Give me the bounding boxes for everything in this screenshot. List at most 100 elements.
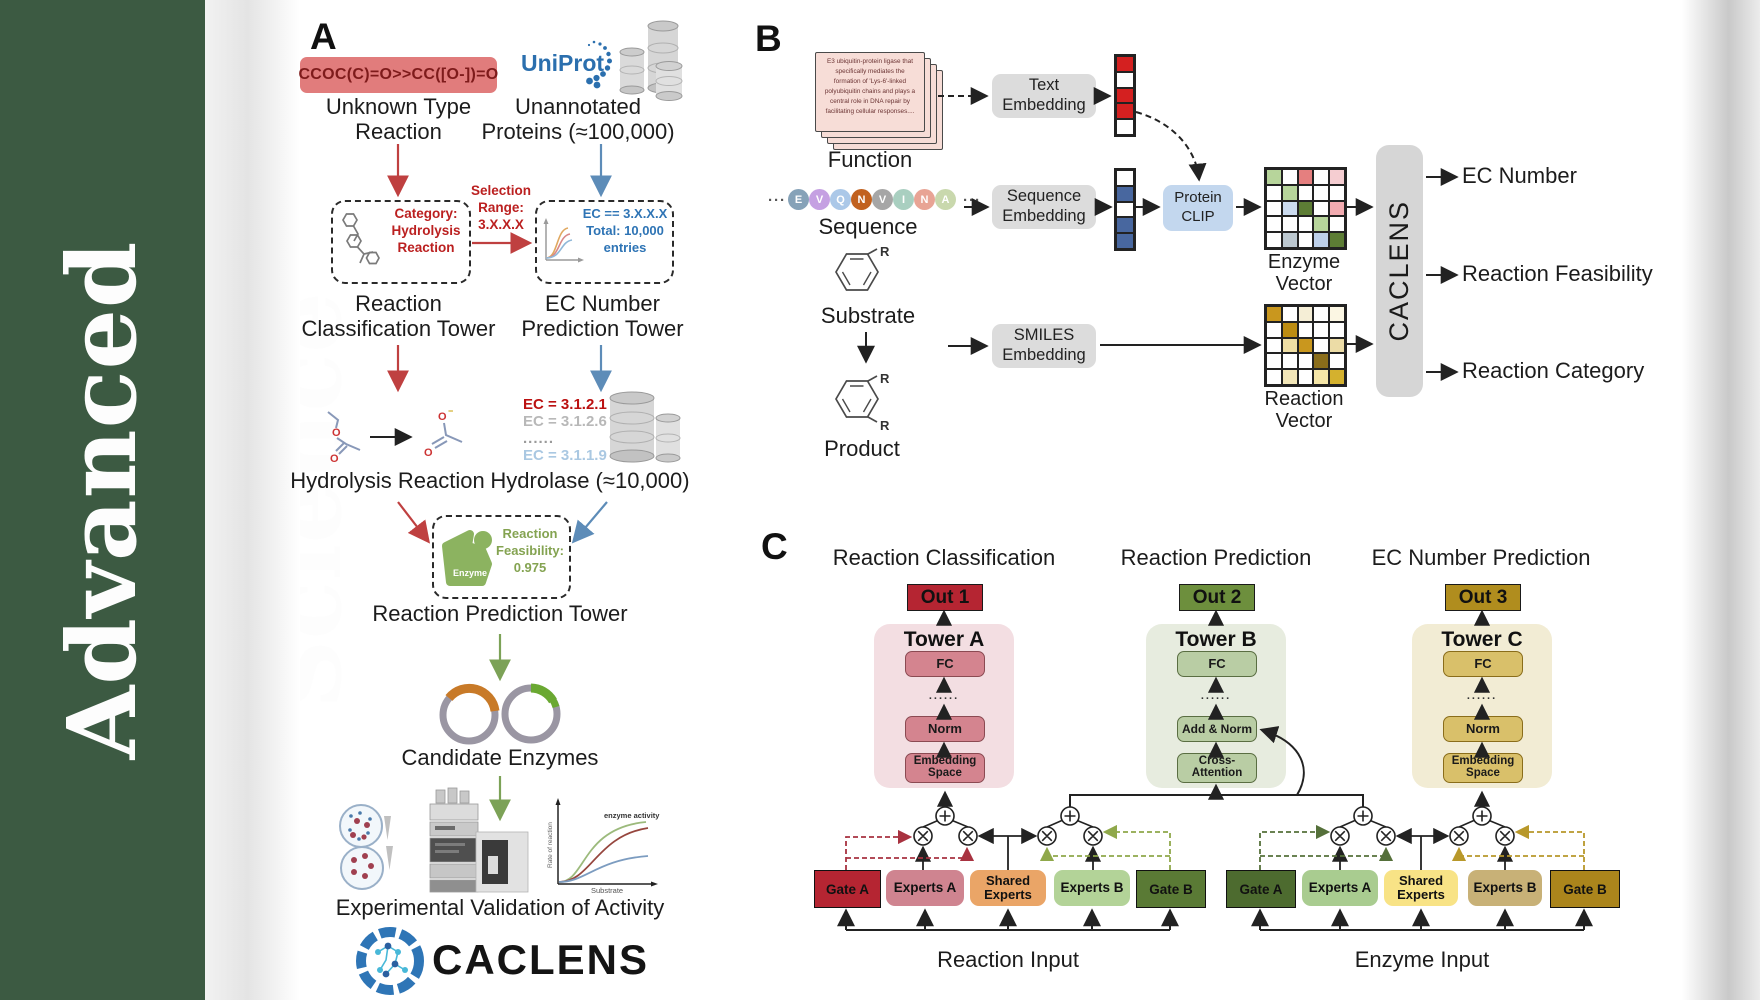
- caclens-logo-icon: [356, 927, 424, 995]
- function-card-text: E3 ubiquitin-protein ligase that specifi…: [824, 58, 916, 115]
- out1-box: Out 1: [907, 584, 983, 611]
- caclens-model-bar: CACLENS: [1376, 145, 1423, 397]
- output-reaction-feasibility: Reaction Feasibility: [1462, 261, 1653, 286]
- sequence-ellipsis-right: ···: [963, 192, 981, 209]
- enzyme-input-label: Enzyme Input: [1354, 947, 1490, 972]
- tower-c-embedding: Embedding Space: [1443, 753, 1523, 783]
- feasibility-dashed-box: [432, 515, 571, 599]
- plot-annotation: enzyme activity: [604, 811, 660, 820]
- page-left-shadow: [205, 0, 300, 1000]
- experiment-icons: enzyme activity Rate of reaction Substra…: [339, 787, 660, 895]
- tower-b-fc: FC: [1177, 651, 1257, 677]
- col-c-title: EC Number Prediction: [1371, 545, 1591, 570]
- text-embedding-vector: [1114, 54, 1136, 137]
- tower-b-cross-attention: Cross- Attention: [1177, 753, 1257, 783]
- molecule-scribble-icon: [342, 213, 380, 265]
- tower-b-dots: ......: [1200, 690, 1232, 702]
- ec-number-list: EC = 3.1.2.1 EC = 3.1.2.6 ...... EC = 3.…: [523, 396, 607, 464]
- unannotated-proteins-label: Unannotated Proteins (≈100,000): [481, 94, 675, 144]
- smiles-reaction-box: CCOC(C)=O>>CC([O-])=O: [298, 57, 498, 93]
- ec-item: EC = 3.1.2.1: [523, 396, 607, 413]
- tower-b-title: Tower B: [1175, 628, 1257, 651]
- plot-xlabel: Substrate: [591, 886, 623, 895]
- ec-tower-label: EC Number Prediction Tower: [521, 291, 684, 341]
- tower-a-title: Tower A: [903, 628, 985, 651]
- ester-molecule-icon: O O: [327, 411, 361, 465]
- prediction-tower-label: Reaction Prediction Tower: [372, 601, 628, 626]
- enzyme-blob-label: Enzyme: [452, 568, 487, 578]
- reaction-shared-experts: Shared Experts: [970, 870, 1046, 906]
- output-reaction-category: Reaction Category: [1462, 358, 1645, 383]
- ec-range-text: EC == 3.X.X.X Total: 10,000 entries: [582, 206, 668, 255]
- enzyme-experts-a: Experts A: [1302, 870, 1378, 906]
- caclens-bar-label: CACLENS: [1384, 200, 1414, 342]
- sequence-ellipsis-left: ···: [768, 192, 786, 209]
- acetate-molecule-icon: O − O: [424, 406, 463, 459]
- svg-text:O: O: [424, 447, 433, 459]
- tower-c-title: Tower C: [1441, 628, 1523, 651]
- r-group-label: R: [880, 371, 890, 386]
- reaction-gate-a: Gate A: [814, 870, 881, 908]
- output-ec-number: EC Number: [1462, 163, 1577, 188]
- enzyme-gate-b: Gate B: [1550, 870, 1620, 908]
- out2-box: Out 2: [1179, 584, 1255, 611]
- function-card: E3 ubiquitin-protein ligase that specifi…: [815, 52, 925, 132]
- selection-range-text: Selection Range: 3.X.X.X: [470, 183, 532, 232]
- enzyme-vector-matrix: [1264, 167, 1347, 250]
- tower-c-fc: FC: [1443, 651, 1523, 677]
- ec-item: ......: [523, 430, 555, 447]
- enzyme-blob-icon: [442, 530, 492, 586]
- reaction-vector-label: Reaction Vector: [1264, 388, 1344, 433]
- uniprot-logo-text: UniProt: [521, 50, 605, 76]
- reaction-vector-matrix: [1264, 304, 1347, 387]
- substrate-molecule-icon: R: [835, 244, 890, 291]
- tower-a-fc: FC: [905, 651, 985, 677]
- caclens-wordmark: CACLENS: [432, 936, 650, 983]
- svg-text:O: O: [438, 411, 447, 423]
- tower-c-dots: ......: [1466, 690, 1498, 702]
- reaction-input-label: Reaction Input: [937, 947, 1079, 972]
- tower-b-addnorm: Add & Norm: [1177, 716, 1257, 742]
- panel-b-label: B: [755, 18, 782, 59]
- unknown-reaction-label: Unknown Type Reaction: [325, 94, 472, 144]
- hydrolase-label: Hydrolase (≈10,000): [490, 468, 690, 493]
- reaction-experts-a: Experts A: [886, 870, 964, 906]
- ec-item: EC = 3.1.2.6: [523, 413, 607, 430]
- text-embedding-box: Text Embedding: [992, 74, 1096, 118]
- hydrolysis-reaction-label: Hydrolysis Reaction: [290, 468, 485, 493]
- substrate-label: Substrate: [820, 303, 916, 328]
- tower-c-norm: Norm: [1443, 716, 1523, 742]
- enzyme-experts-b: Experts B: [1468, 870, 1542, 906]
- out3-box: Out 3: [1445, 584, 1521, 611]
- enzyme-shared-experts: Shared Experts: [1384, 870, 1458, 906]
- svg-text:O: O: [332, 427, 341, 439]
- r-group-label: R: [880, 244, 890, 259]
- tower-a-dots: ......: [928, 690, 960, 702]
- col-a-title: Reaction Classification: [832, 545, 1056, 570]
- function-label: Function: [827, 147, 913, 172]
- enzyme-gate-a: Gate A: [1226, 870, 1296, 908]
- sequence-embedding-box: Sequence Embedding: [992, 185, 1096, 229]
- tower-a-embedding: Embedding Space: [905, 753, 985, 783]
- candidate-enzymes-label: Candidate Enzymes: [401, 745, 599, 770]
- classification-tower-label: Reaction Classification Tower: [301, 291, 496, 341]
- database-icon: [619, 20, 683, 101]
- enzyme-vector-label: Enzyme Vector: [1267, 251, 1341, 296]
- ec-item: EC = 3.1.1.9: [523, 447, 607, 464]
- product-label: Product: [824, 436, 900, 461]
- sequence-label: Sequence: [818, 214, 918, 239]
- svg-text:O: O: [330, 453, 339, 465]
- category-text: Category: Hydrolysis Reaction: [391, 206, 461, 255]
- feasibility-text: Reaction Feasibility: 0.975: [496, 526, 564, 575]
- journal-sidebar: Advanced Science: [0, 0, 363, 1000]
- tower-a-norm: Norm: [905, 716, 985, 742]
- journal-title: Advanced Science: [47, 240, 363, 760]
- smiles-embedding-box: SMILES Embedding: [992, 324, 1096, 368]
- col-b-title: Reaction Prediction: [1120, 545, 1312, 570]
- validation-label: Experimental Validation of Activity: [335, 895, 665, 920]
- ec-dashed-box: [535, 200, 674, 284]
- hydrolase-database-icon: [609, 391, 681, 463]
- plasmids-icon: [439, 683, 561, 745]
